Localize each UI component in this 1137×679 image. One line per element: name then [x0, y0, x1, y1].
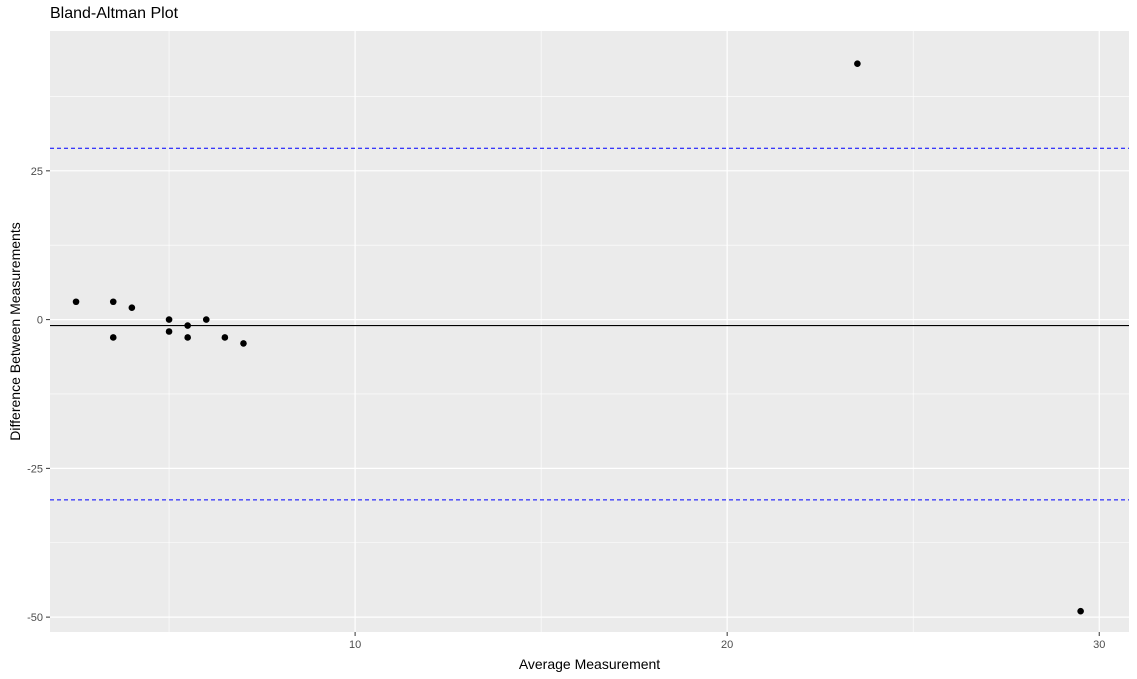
data-points	[72, 60, 1084, 615]
major-gridlines	[50, 31, 1129, 632]
data-point	[109, 334, 117, 341]
reference-lines	[50, 147, 1129, 501]
data-point	[184, 334, 191, 341]
y-tick-label: 0	[37, 315, 43, 327]
data-point	[1077, 607, 1084, 615]
y-tick-label: -25	[27, 463, 43, 475]
chart-title: Bland-Altman Plot	[50, 5, 179, 22]
data-point	[165, 328, 173, 335]
axis-ticks: 10 20 30 -50 -25 0 25	[27, 166, 1105, 651]
y-tick-label: 25	[31, 166, 43, 178]
y-axis-title: Difference Between Measurements	[7, 222, 23, 440]
data-point	[202, 316, 210, 323]
y-tick-label: -50	[27, 612, 43, 624]
data-point	[240, 340, 247, 347]
data-point	[109, 298, 117, 306]
plot-panel	[50, 31, 1129, 632]
data-point	[854, 60, 861, 68]
x-axis-title: Average Measurement	[519, 656, 660, 672]
data-point	[221, 334, 229, 341]
data-point	[128, 304, 136, 311]
data-point	[165, 316, 173, 323]
x-tick-label: 10	[349, 639, 361, 651]
x-tick-label: 20	[721, 639, 733, 651]
x-tick-label: 30	[1093, 639, 1105, 651]
data-point	[72, 298, 80, 306]
data-point	[184, 322, 191, 329]
